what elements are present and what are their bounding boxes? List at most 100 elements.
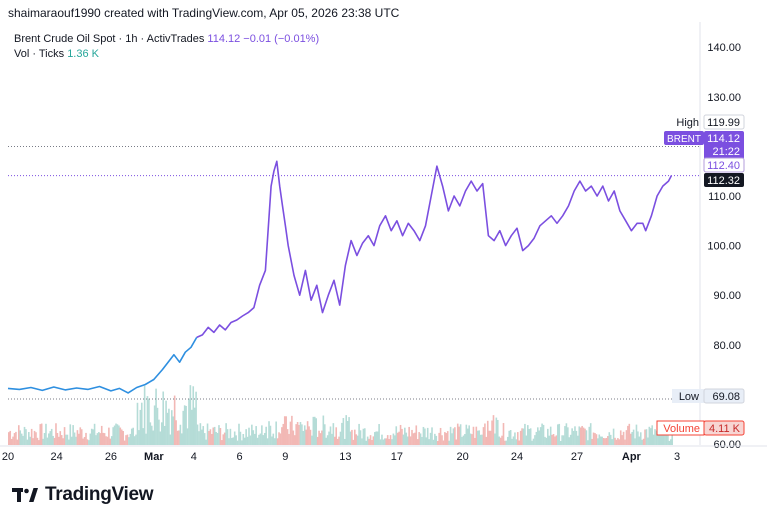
- volume-line[interactable]: Vol · Ticks 1.36 K: [14, 47, 319, 62]
- volume-bar: [15, 431, 17, 445]
- volume-bar: [88, 440, 90, 445]
- volume-bar: [32, 438, 34, 445]
- volume-bar: [641, 439, 643, 445]
- volume-bar: [549, 426, 552, 445]
- volume-bar: [527, 425, 529, 445]
- volume-bar: [382, 439, 385, 445]
- x-tick-label: 4: [191, 451, 197, 463]
- volume-bar: [659, 428, 662, 445]
- volume-bar: [312, 416, 315, 445]
- volume-bar: [45, 423, 47, 445]
- volume-bar: [534, 435, 536, 445]
- volume-bar: [458, 426, 460, 445]
- volume-bar: [249, 435, 252, 445]
- volume-bar: [152, 430, 155, 445]
- volume-bar: [125, 435, 127, 445]
- volume-bar: [535, 431, 538, 445]
- volume-bar: [342, 418, 345, 445]
- volume-value-tag: 4.11 K: [703, 420, 745, 436]
- volume-bar: [120, 429, 123, 445]
- volume-bar: [235, 435, 237, 445]
- volume-bar: [193, 407, 196, 445]
- volume-bar: [471, 434, 473, 445]
- volume-bar: [100, 425, 103, 445]
- volume-bar: [482, 427, 485, 445]
- volume-bar: [531, 440, 533, 445]
- volume-bar: [243, 437, 246, 445]
- volume-bar: [552, 434, 555, 445]
- x-tick-label: 20: [457, 451, 469, 463]
- volume-bar: [58, 436, 60, 445]
- volume-bar: [293, 435, 296, 445]
- volume-bar: [428, 439, 430, 445]
- volume-bar: [199, 423, 202, 445]
- volume-bar: [306, 421, 309, 445]
- volume-bar: [444, 432, 446, 445]
- volume-bar: [587, 440, 589, 445]
- volume-bar: [165, 400, 167, 445]
- volume-bar: [272, 433, 275, 445]
- volume-bar: [364, 428, 366, 445]
- volume-bar: [609, 434, 612, 445]
- volume-bar: [571, 428, 573, 445]
- volume-bar: [439, 427, 442, 445]
- volume-bar: [192, 386, 195, 445]
- volume-bar: [209, 429, 212, 445]
- symbol-line[interactable]: Brent Crude Oil Spot · 1h · ActivTrades …: [14, 32, 319, 47]
- mid-price-tag: 112.40: [703, 157, 745, 173]
- volume-bar: [657, 427, 659, 445]
- volume-bar: [372, 436, 375, 445]
- volume-bar: [345, 415, 348, 445]
- volume-bars: [8, 385, 674, 445]
- volume-bar: [129, 433, 132, 445]
- volume-bar: [202, 426, 205, 445]
- y-tick-label: 100.00: [707, 241, 741, 253]
- volume-bar: [155, 388, 157, 445]
- volume-bar: [73, 432, 76, 445]
- volume-bar: [311, 435, 313, 445]
- volume-bar: [70, 436, 73, 445]
- volume-bar: [488, 430, 490, 445]
- volume-bar: [43, 433, 46, 445]
- volume-bar: [159, 431, 162, 445]
- volume-bar: [524, 423, 526, 445]
- volume-bar: [456, 423, 459, 445]
- volume-bar: [647, 437, 649, 445]
- volume-bar: [119, 427, 122, 445]
- volume-bar: [195, 391, 197, 445]
- volume-bar: [166, 412, 169, 445]
- volume-bar: [261, 425, 263, 445]
- volume-bar: [219, 428, 222, 445]
- volume-bar: [40, 423, 43, 445]
- volume-bar: [505, 440, 508, 445]
- volume-bar: [282, 423, 285, 445]
- volume-bar: [671, 429, 674, 445]
- volume-bar: [495, 417, 498, 445]
- volume-bar: [142, 428, 144, 445]
- volume-bar: [575, 430, 578, 445]
- volume-bar: [239, 431, 242, 445]
- y-tick-label: 90.00: [713, 290, 741, 302]
- volume-bar: [92, 429, 94, 445]
- volume-bar: [425, 437, 428, 445]
- volume-bar: [146, 396, 149, 445]
- volume-bar: [46, 437, 49, 445]
- volume-bar: [348, 417, 350, 445]
- x-tick-label: 24: [511, 451, 523, 463]
- volume-bar: [506, 436, 509, 445]
- x-tick-label: 26: [105, 451, 117, 463]
- volume-bar: [438, 432, 440, 445]
- volume-bar: [132, 427, 134, 445]
- volume-bar: [33, 430, 36, 445]
- volume-value-tag-text: 4.11 K: [709, 423, 741, 435]
- volume-bar: [521, 428, 523, 445]
- volume-bar: [269, 425, 272, 445]
- volume-bar: [213, 426, 216, 445]
- tradingview-logo[interactable]: TradingView: [12, 484, 154, 506]
- volume-bar: [449, 426, 452, 445]
- volume-bar: [126, 434, 129, 445]
- volume-bar: [369, 435, 372, 445]
- volume-bar: [69, 424, 72, 445]
- volume-bar: [466, 428, 469, 445]
